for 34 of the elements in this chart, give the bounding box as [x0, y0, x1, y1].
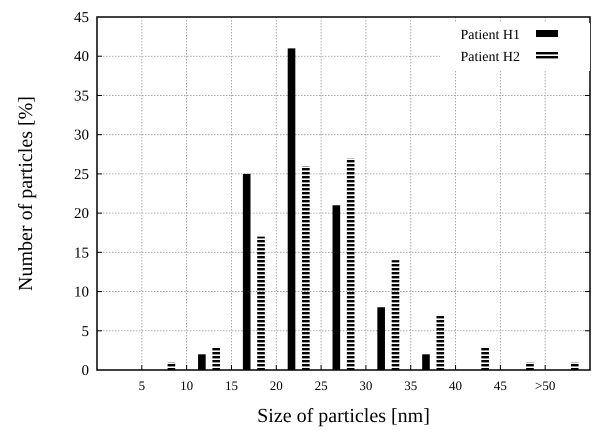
x-tick-label: 25 [314, 378, 328, 393]
y-tick-label: 40 [74, 49, 89, 66]
y-tick-label: 5 [82, 324, 89, 340]
y-tick-label: 45 [74, 10, 89, 26]
x-tick-label: 20 [270, 378, 283, 393]
y-tick-label: 0 [82, 363, 89, 379]
bar [392, 260, 400, 370]
y-tick-label: 35 [74, 88, 89, 104]
y-tick-label: 15 [74, 245, 89, 262]
bar [346, 158, 354, 370]
y-tick-label: 20 [74, 206, 89, 222]
x-tick-label: 15 [224, 378, 238, 393]
legend-label: Patient H2 [460, 50, 520, 65]
bar [526, 362, 534, 370]
x-tick-label: 5 [138, 378, 146, 393]
bar [481, 346, 489, 370]
x-tick-label: >50 [535, 378, 556, 393]
x-tick-label: 35 [404, 378, 418, 393]
x-tick-label: 40 [449, 378, 462, 393]
bar [168, 362, 176, 370]
y-tick-label: 10 [74, 284, 89, 301]
bar [570, 362, 579, 370]
bar [302, 166, 310, 370]
legend-label: Patient H1 [460, 28, 520, 43]
y-tick-label: 30 [74, 128, 89, 144]
x-axis-title: Size of particles [nm] [257, 405, 430, 427]
y-tick-label: 25 [74, 166, 89, 183]
bar [212, 346, 220, 370]
y-axis-title: Number of particles [%] [15, 96, 37, 291]
x-tick-label: 45 [494, 378, 507, 393]
bar [257, 236, 265, 370]
bar [436, 315, 444, 370]
x-tick-label: 10 [180, 378, 194, 393]
x-tick-label: 30 [359, 378, 372, 393]
